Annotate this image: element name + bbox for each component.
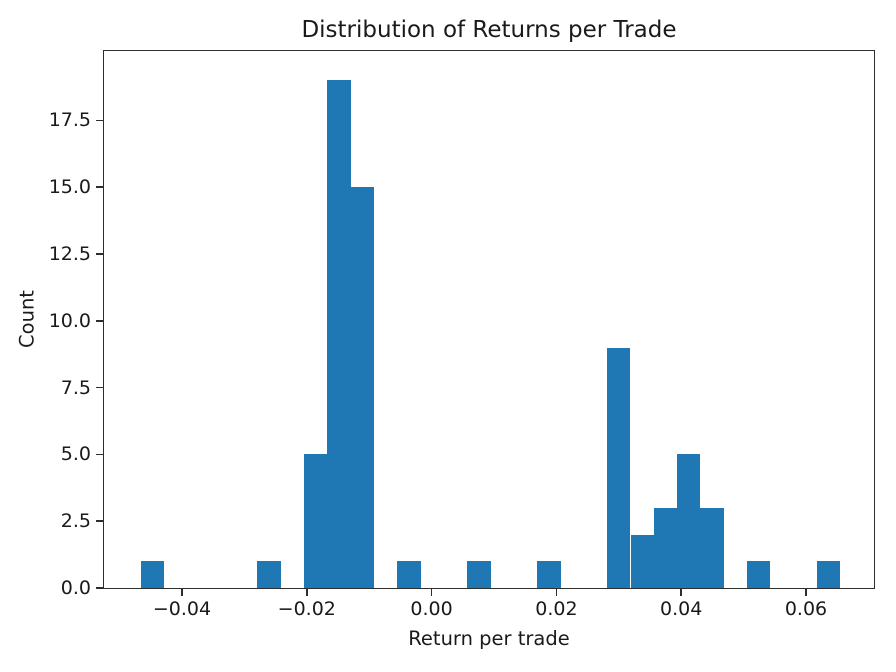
y-tick-label: 0.0 — [60, 577, 91, 599]
x-axis-label: Return per trade — [408, 627, 570, 650]
y-tick-mark — [96, 253, 103, 255]
x-tick-label: 0.06 — [784, 598, 828, 620]
plot-area — [103, 50, 875, 589]
histogram-bar — [817, 561, 841, 588]
y-tick-label: 10.0 — [48, 309, 91, 332]
histogram-bar — [700, 507, 724, 588]
histogram-bar — [537, 561, 561, 588]
x-tick-label: 0.00 — [410, 598, 453, 620]
histogram-bar — [304, 454, 328, 588]
y-tick-mark — [96, 587, 103, 589]
histogram-bar — [327, 80, 351, 588]
y-tick-mark — [96, 520, 103, 523]
histogram-bar — [677, 454, 701, 588]
histogram-bar — [140, 561, 165, 588]
histogram-bar — [653, 507, 678, 588]
y-tick-mark — [96, 319, 103, 322]
chart-title: Distribution of Returns per Trade — [301, 17, 677, 43]
histogram-bar — [747, 561, 771, 588]
y-tick-label: 7.5 — [60, 376, 91, 399]
x-tick-label: −0.04 — [152, 598, 212, 620]
x-tick-mark — [555, 589, 558, 596]
y-tick-label: 15.0 — [48, 176, 91, 199]
x-tick-mark — [805, 589, 807, 596]
histogram-bar — [607, 347, 631, 588]
histogram-bar — [397, 561, 421, 588]
x-tick-mark — [680, 589, 683, 596]
x-tick-label: 0.04 — [660, 598, 703, 620]
y-tick-label: 5.0 — [60, 443, 91, 466]
y-tick-label: 12.5 — [48, 243, 91, 266]
x-tick-mark — [181, 589, 183, 596]
histogram-bar — [467, 561, 491, 588]
x-tick-mark — [305, 589, 308, 596]
histogram-bar — [257, 561, 281, 588]
histogram-bar — [630, 534, 654, 588]
y-tick-mark — [96, 119, 103, 122]
histogram-bar — [350, 187, 374, 588]
x-tick-label: 0.02 — [535, 598, 578, 620]
y-tick-label: 2.5 — [60, 510, 91, 533]
x-tick-label: −0.02 — [277, 598, 336, 620]
y-tick-label: 17.5 — [48, 109, 91, 132]
y-tick-mark — [96, 453, 103, 456]
y-tick-mark — [96, 186, 103, 189]
y-tick-mark — [96, 386, 103, 389]
x-tick-mark — [430, 589, 433, 596]
